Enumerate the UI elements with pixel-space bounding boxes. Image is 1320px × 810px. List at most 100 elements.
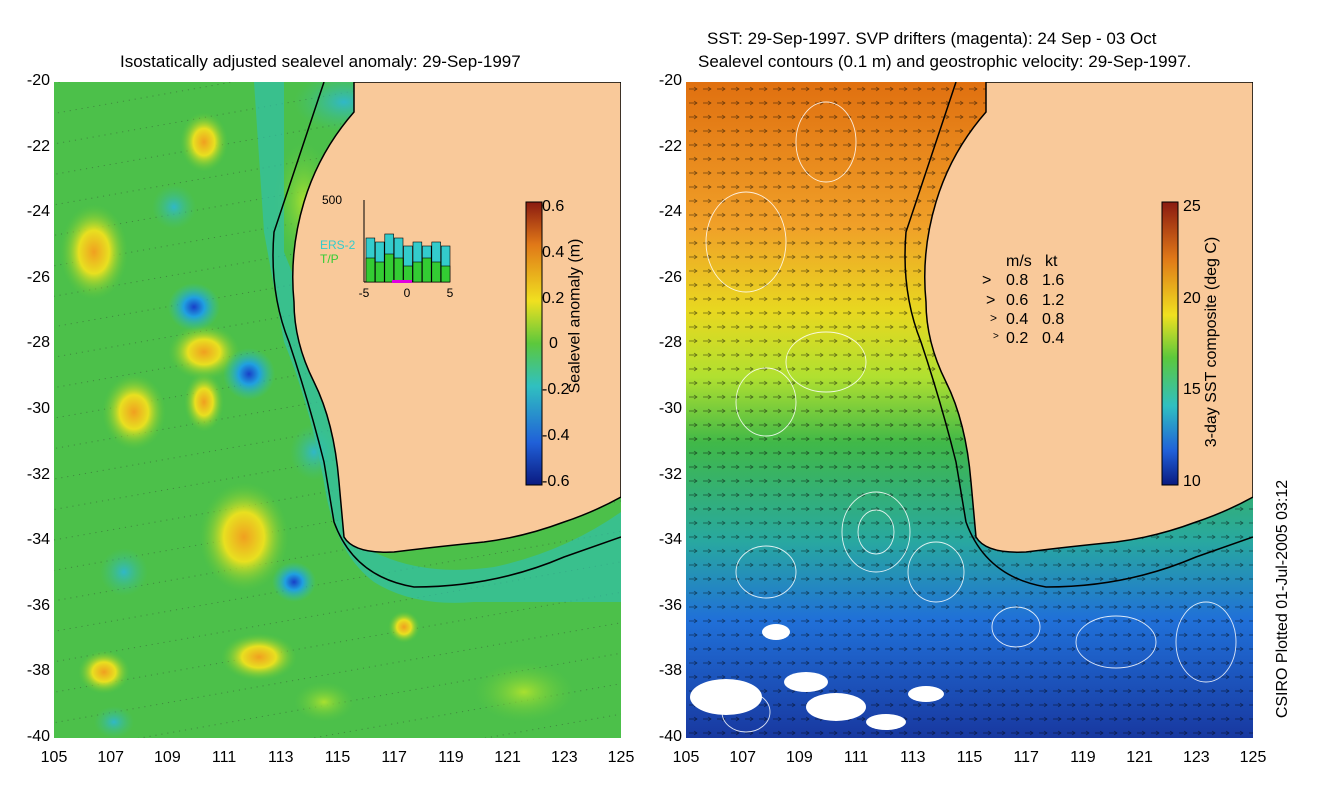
lon-tick-label: 119 [438,749,464,766]
speed-legend-kt: 0.8 [1042,311,1065,328]
anomaly-blobs [60,82,574,738]
speed-arrow-icon: > [990,311,998,325]
inset-xtick: 5 [447,286,454,300]
lat-tick-label: -38 [26,662,50,680]
lat-tick-label: -30 [658,400,682,417]
lon-tick-label: 125 [607,749,635,766]
inset-histogram: 500 ERS-2 T/P -5 0 5 [320,193,454,300]
cloud-mask [690,624,944,730]
lon-tick-label: 125 [1239,749,1267,766]
lat-tick-label: -38 [658,662,682,680]
left-cbar-tick: 0.6 [542,198,565,215]
left-cbar-tick: -0.6 [542,473,570,490]
lat-tick-label: -24 [26,203,50,221]
speed-arrow-icon: > [982,272,992,289]
lon-tick-label: 115 [324,749,351,766]
lat-tick-label: -30 [26,400,50,417]
inset-bar-tp [412,261,423,283]
right-colorbar [1161,201,1179,486]
left-colorbar-label: Sealevel anomaly (m) [566,238,584,394]
inset-bar-tp [375,261,385,283]
lat-tick-label: -20 [658,72,682,89]
sealevel-anomaly-map[interactable]: 500 ERS-2 T/P -5 0 5 [54,82,621,738]
left-cbar-tick: 0.4 [542,244,565,261]
right-cbar-tick: 25 [1183,198,1201,215]
lon-tick-label: 117 [381,749,407,766]
lon-tick-label: 105 [672,749,700,766]
lon-tick-label: 109 [786,749,813,766]
lon-tick-label: 121 [494,749,521,766]
speed-legend-kt: 1.6 [1042,272,1065,289]
speed-legend-kt: 1.2 [1042,292,1065,309]
right-cbar-tick: 20 [1183,290,1201,307]
lat-tick-label: -26 [658,268,682,286]
lat-tick-label: -22 [26,137,50,155]
speed-legend-ms: 0.4 [1006,311,1029,328]
speed-legend-kt: 0.4 [1042,330,1065,347]
lat-tick-label: -26 [26,268,50,286]
plot-credit: CSIRO Plotted 01-Jul-2005 03:12 [1274,479,1292,719]
inset-bar-tp [393,257,404,283]
right-panel-title-1: SST: 29-Sep-1997. SVP drifters (magenta)… [707,29,1157,48]
speed-arrow-icon: > [993,331,999,342]
lat-tick-label: -40 [658,728,682,745]
lat-tick-label: -40 [26,728,50,745]
speed-legend-header-kt: kt [1045,253,1058,270]
lon-tick-label: 121 [1126,749,1153,766]
inset-bar-tp [440,265,451,283]
lat-tick-label: -36 [26,596,50,614]
inset-bar-tp [384,253,394,283]
lon-tick-label: 109 [154,749,181,766]
left-cbar-tick: -0.4 [542,427,570,444]
lon-tick-label: 123 [1182,749,1210,766]
inset-legend-tp: T/P [320,252,339,266]
lon-tick-label: 111 [843,749,869,766]
left-cbar-tick: -0.2 [542,381,570,398]
lat-tick-label: -32 [26,465,50,483]
inset-bar-tp [431,261,441,283]
right-colorbar-label: 3-day SST composite (deg C) [1203,236,1221,448]
lon-tick-label: 107 [97,749,125,766]
left-cbar-tick: 0 [549,335,558,352]
right-cbar-tick: 15 [1183,381,1201,398]
inset-legend-ers2: ERS-2 [320,238,356,252]
lon-tick-label: 107 [729,749,757,766]
inset-xtick: 0 [404,286,411,300]
speed-legend-ms: 0.2 [1006,330,1029,347]
lat-tick-label: -22 [658,137,682,155]
speed-legend-ms: 0.6 [1006,292,1029,309]
left-cbar-tick: 0.2 [542,290,565,307]
lon-tick-label: 115 [956,749,983,766]
inset-bar-tp [403,265,413,283]
right-cbar-tick: 10 [1183,473,1201,490]
lon-tick-label: 105 [40,749,68,766]
isobath-line [272,82,621,588]
lat-tick-label: -28 [658,334,682,352]
isobath-line-right [904,82,1253,588]
lat-tick-label: -34 [658,531,682,549]
lon-tick-label: 117 [1013,749,1039,766]
left-colorbar [525,201,543,486]
sst-velocity-map[interactable] [686,82,1253,738]
right-panel-title-2: Sealevel contours (0.1 m) and geostrophi… [698,52,1192,71]
lon-tick-label: 113 [900,749,926,766]
lat-tick-label: -28 [26,334,50,352]
left-panel-title: Isostatically adjusted sealevel anomaly:… [120,52,521,71]
inset-bar-tp [422,257,432,283]
inset-xtick: -5 [359,286,370,300]
lon-tick-label: 113 [268,749,294,766]
lat-tick-label: -24 [658,203,682,221]
inset-bar-tp [365,257,376,283]
lat-tick-label: -20 [26,72,50,89]
lat-tick-label: -36 [658,596,682,614]
speed-legend-ms: 0.8 [1006,272,1029,289]
inset-ymax: 500 [322,193,342,207]
lon-tick-label: 119 [1070,749,1096,766]
lat-tick-label: -34 [26,531,50,549]
speed-arrow-icon: > [986,292,996,309]
lon-tick-label: 111 [211,749,237,766]
lat-tick-label: -32 [658,465,682,483]
lon-tick-label: 123 [550,749,578,766]
sealevel-contours [705,101,1237,733]
speed-legend-header-ms: m/s [1006,253,1032,270]
